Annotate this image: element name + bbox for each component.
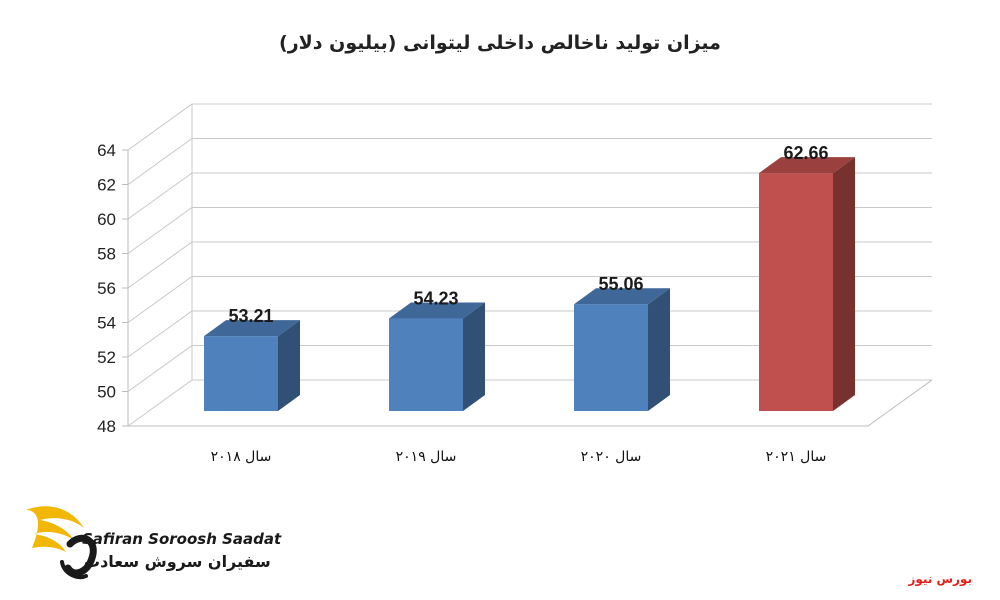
y-tick-label: 62 [97,176,116,195]
y-tick-label: 52 [97,348,116,367]
bar-front [204,336,278,411]
bar-side [278,320,300,411]
chart-title: میزان تولید ناخالص داخلی لیتوانی (بیلیون… [279,32,721,54]
bar-top [204,320,300,337]
bar-front [574,304,648,411]
bar [389,302,485,411]
bar-front [759,173,833,411]
x-tick-label: سال ۲۰۱۹ [396,449,457,465]
bar-side [833,157,855,411]
data-label: 53.21 [228,306,273,326]
y-tick-label: 48 [97,417,116,436]
logo-latin-text: Safiran Soroosh Saadat [82,530,282,548]
bar-side [463,302,485,411]
x-tick-label: سال ۲۰۲۱ [766,449,827,465]
x-tick-label: سال ۲۰۲۰ [581,449,642,465]
y-tick-label: 56 [97,279,116,298]
chart-bars [204,157,855,411]
data-label: 54.23 [413,289,458,309]
data-label: 55.06 [598,274,643,294]
y-tick-label: 50 [97,383,116,402]
floor-edge [128,379,933,427]
bar-front [389,318,463,411]
logo-persian-text: سفیران سروش سعادت [84,552,271,571]
bar [574,288,670,411]
x-tick-label: سال ۲۰۱۸ [211,449,272,465]
chart-labels: 48 50 52 54 56 58 60 62 64 53.21 سال ۲۰۱۸ 54.23 سال … [97,141,828,465]
bar-top [389,302,485,319]
company-logo: Safiran Soroosh Saadat سفیران سروش سعادت [22,492,292,587]
chart-axes [122,104,933,427]
y-tick-label: 60 [97,210,116,229]
source-label: بورس نیوز [908,572,972,586]
bar-top [574,288,670,305]
y-tick-label: 54 [97,314,116,333]
bar [204,320,300,411]
y-tick-label: 58 [97,245,116,264]
bar-side [648,288,670,411]
y-tick-label: 64 [97,141,116,160]
swan-wing-icon [26,506,97,580]
data-label: 62.66 [783,143,828,163]
bar [759,157,855,411]
bar-top [759,157,855,174]
